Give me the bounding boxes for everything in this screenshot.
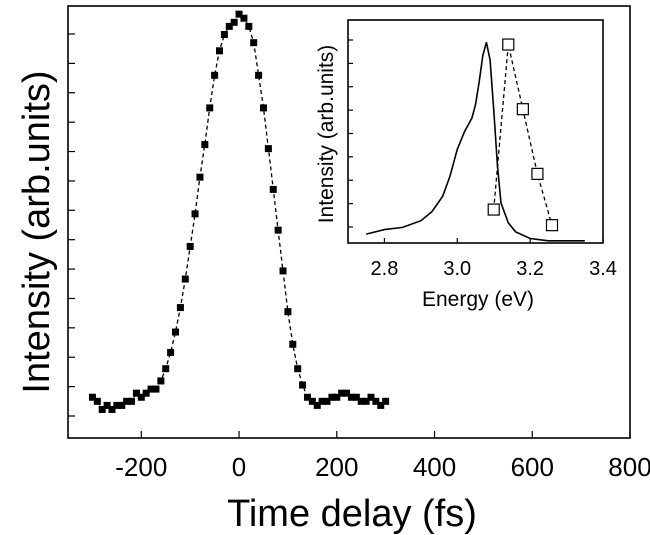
- main-series-0-point: [225, 22, 233, 30]
- inset-series-1-point: [531, 167, 544, 180]
- inset-plot: 2.8 3.0 3.2 3.4 Energy (eV) Intensity (arb.…: [315, 19, 617, 311]
- main-series-0-point: [123, 397, 131, 405]
- main-series-0-point: [313, 401, 321, 409]
- main-series-0-point: [186, 242, 194, 250]
- main-series-0-point: [289, 340, 297, 348]
- main-series-0-point: [382, 397, 390, 405]
- main-series-0-line: [91, 13, 387, 411]
- main-series-0-point: [103, 401, 111, 409]
- main-series-0-point: [235, 10, 243, 18]
- main-series-0-point: [88, 393, 96, 401]
- main-series-0-point: [269, 185, 277, 193]
- main-series-0-point: [181, 275, 189, 283]
- main-x-tick-label: 800: [608, 452, 650, 482]
- main-x-tick-label: 200: [315, 452, 358, 482]
- main-series-0-point: [196, 173, 204, 181]
- main-series-0-point: [372, 397, 380, 405]
- main-series-0-point: [357, 397, 365, 405]
- main-x-tick-label: 0: [232, 452, 246, 482]
- main-series-0-point: [128, 397, 136, 405]
- inset-x-tick-label: 3.2: [516, 258, 544, 280]
- main-series-0-point: [274, 226, 282, 234]
- inset-x-tick-label: 2.8: [371, 258, 399, 280]
- main-series-0-point: [318, 397, 326, 405]
- main-series-0-point: [299, 381, 307, 389]
- main-series-0-point: [343, 389, 351, 397]
- main-series-0-point: [201, 141, 209, 149]
- main-series-0-point: [264, 145, 272, 153]
- main-series-0-point: [191, 210, 199, 218]
- inset-series: [366, 38, 585, 242]
- main-series-0-point: [172, 328, 180, 336]
- main-series-0-point: [338, 389, 346, 397]
- inset-x-tick-label: 3.0: [443, 258, 471, 280]
- main-x-tick-label: -200: [115, 452, 167, 482]
- main-series-0-point: [220, 31, 228, 39]
- inset-x-tick-label: 3.4: [589, 258, 617, 280]
- inset-x-ticks: 2.8 3.0 3.2 3.4: [371, 238, 617, 280]
- main-series-0-point: [362, 397, 370, 405]
- main-series-0-point: [118, 401, 126, 409]
- main-series-0-point: [328, 393, 336, 401]
- main-series-0-point: [157, 377, 165, 385]
- main-plot-frame: [67, 5, 631, 439]
- main-series-0-point: [215, 47, 223, 55]
- inset-series-0-line: [366, 42, 585, 242]
- main-series-0-point: [176, 304, 184, 312]
- main-x-tick-label: 400: [413, 452, 456, 482]
- main-series-0-point: [230, 18, 238, 26]
- inset-series-1-point: [502, 38, 515, 51]
- main-series-0-point: [308, 397, 316, 405]
- main-y-axis-title: Intensity (arb.units): [16, 70, 58, 393]
- inset-series-1-point: [487, 203, 500, 216]
- main-series-0-point: [240, 14, 248, 22]
- main-series-0-point: [284, 308, 292, 316]
- main-series-0-point: [333, 393, 341, 401]
- main-plot: -200 0 200 400 600 800 Time delay (fs) Intens…: [16, 5, 650, 535]
- inset-x-axis-title: Energy (eV): [422, 288, 534, 311]
- main-series-0-point: [167, 348, 175, 356]
- main-series-0-point: [142, 389, 150, 397]
- main-series-0-point: [147, 385, 155, 393]
- main-series-0-point: [294, 365, 302, 373]
- main-series-0-point: [367, 393, 375, 401]
- main-series-0-point: [113, 401, 121, 409]
- main-y-ticks: [68, 33, 75, 417]
- main-series-0-point: [377, 401, 385, 409]
- main-series-0-point: [211, 71, 219, 79]
- main-series-0-point: [279, 267, 287, 275]
- main-x-axis-title: Time delay (fs): [227, 493, 477, 535]
- main-x-ticks: -200 0 200 400 600 800: [115, 431, 650, 482]
- main-series-0-point: [152, 385, 160, 393]
- main-series-0-point: [259, 104, 267, 112]
- main-series-0-point: [250, 39, 258, 47]
- main-x-tick-label: 600: [511, 452, 554, 482]
- main-series-0-point: [137, 393, 145, 401]
- main-series-0-point: [255, 71, 263, 79]
- inset-series-1-point: [545, 219, 559, 232]
- main-series-0-point: [93, 397, 101, 405]
- main-series-0-point: [132, 389, 140, 397]
- main-series-0-point: [206, 104, 214, 112]
- main-series-0-point: [347, 393, 355, 401]
- main-series: [88, 10, 390, 413]
- inset-y-axis-title: Intensity (arb.units): [315, 45, 338, 224]
- inset-plot-background: [348, 20, 603, 243]
- main-series-0-point: [323, 397, 331, 405]
- main-series-0-point: [352, 393, 360, 401]
- main-series-0-point: [108, 405, 116, 413]
- main-series-0-point: [162, 365, 170, 373]
- main-series-0-point: [303, 393, 311, 401]
- main-series-0-point: [245, 22, 253, 30]
- inset-y-ticks: [348, 39, 353, 228]
- main-series-0-point: [98, 405, 106, 413]
- inset-plot-frame: [347, 19, 604, 244]
- inset-series-1-point: [516, 103, 529, 116]
